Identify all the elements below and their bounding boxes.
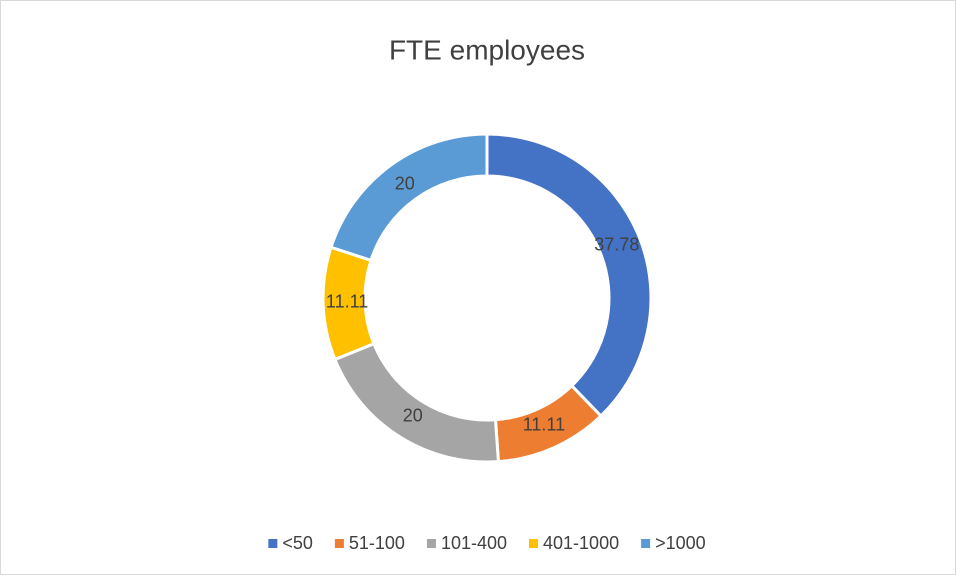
legend-label: 101-400 [441, 533, 507, 553]
legend-swatch [426, 539, 436, 548]
legend-label: >1000 [655, 533, 706, 553]
data-label: 20 [403, 405, 423, 425]
data-label: 11.11 [326, 292, 368, 312]
data-label: 20 [395, 173, 415, 193]
data-label: 37.78 [594, 234, 639, 254]
donut-slice [485, 132, 653, 419]
donut-slice [329, 132, 489, 263]
legend-swatch [529, 539, 539, 548]
legend-swatch [334, 539, 344, 548]
data-label: 11.11 [523, 415, 565, 435]
chart-title: FTE employees [389, 34, 585, 65]
legend-label: 401-1000 [543, 533, 619, 553]
legend-swatch [641, 539, 651, 548]
legend-label: <50 [282, 533, 313, 553]
legend-label: 51-100 [349, 533, 405, 553]
legend-swatch [268, 539, 278, 548]
